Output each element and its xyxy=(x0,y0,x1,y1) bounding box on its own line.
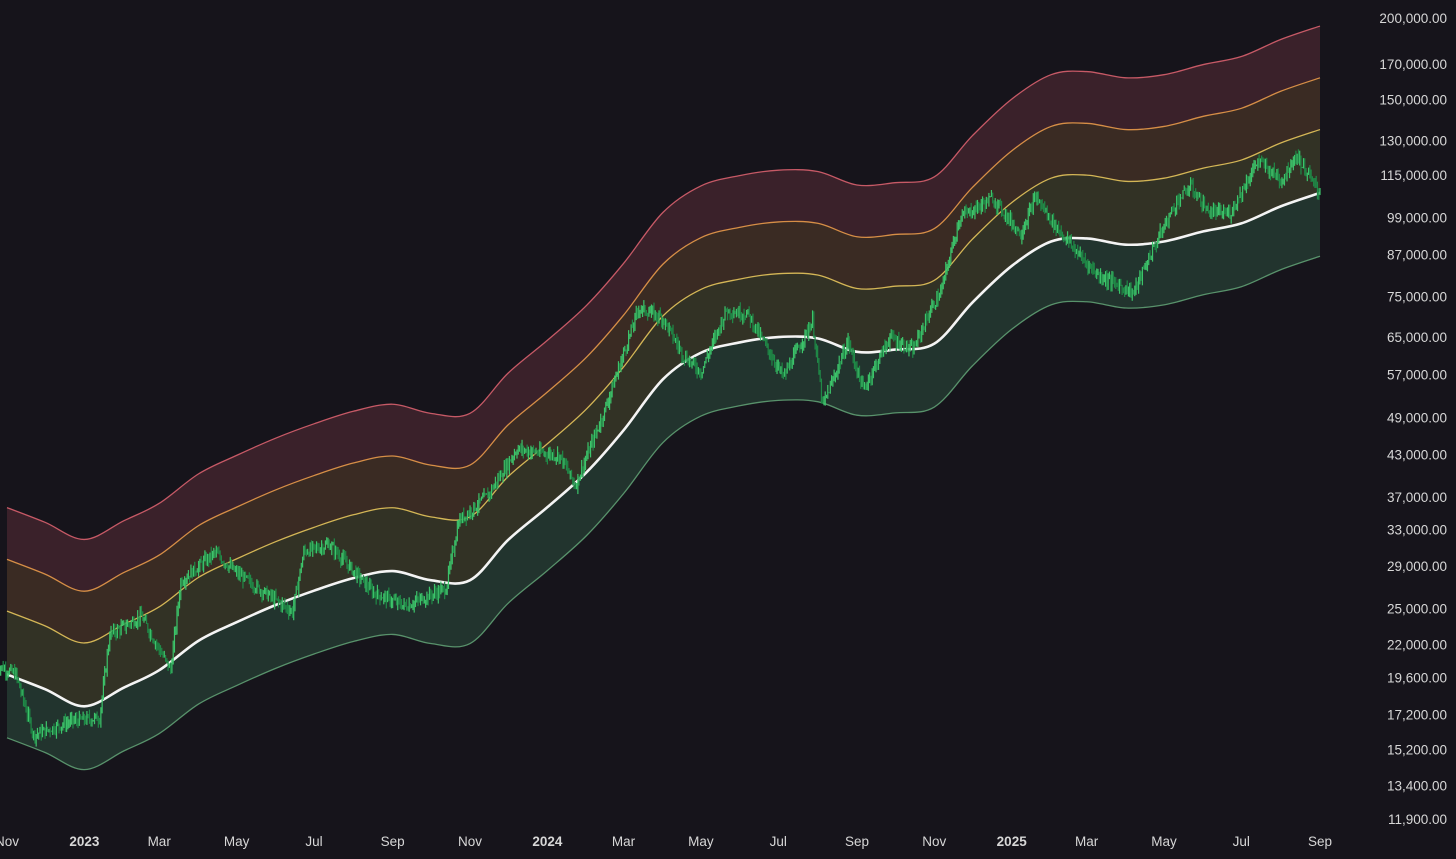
y-tick-label: 43,000.00 xyxy=(1387,447,1447,462)
y-tick-label: 75,000.00 xyxy=(1387,289,1447,304)
x-tick-label: Mar xyxy=(148,834,172,849)
y-tick-label: 13,400.00 xyxy=(1387,778,1447,793)
y-tick-label: 87,000.00 xyxy=(1387,247,1447,262)
y-tick-label: 37,000.00 xyxy=(1387,490,1447,505)
x-tick-label: Jul xyxy=(770,834,787,849)
y-tick-label: 200,000.00 xyxy=(1379,11,1447,26)
y-tick-label: 65,000.00 xyxy=(1387,330,1447,345)
band-line-0 xyxy=(6,255,1321,771)
y-tick-label: 33,000.00 xyxy=(1387,523,1447,538)
x-tick-label: May xyxy=(1151,834,1177,849)
x-tick-label: Mar xyxy=(612,834,636,849)
band-fill-2 xyxy=(7,77,1320,643)
y-tick-label: 22,000.00 xyxy=(1387,638,1447,653)
y-tick-label: 11,900.00 xyxy=(1388,812,1447,827)
x-tick-label: May xyxy=(224,834,250,849)
x-tick-label: Jul xyxy=(1233,834,1250,849)
x-tick-label: Sep xyxy=(845,834,869,849)
y-tick-label: 29,000.00 xyxy=(1387,559,1447,574)
y-tick-label: 99,000.00 xyxy=(1387,211,1447,226)
x-tick-label: Nov xyxy=(458,834,482,849)
y-tick-label: 49,000.00 xyxy=(1387,410,1447,425)
x-tick-label: 2023 xyxy=(69,834,100,849)
y-tick-label: 170,000.00 xyxy=(1379,57,1447,72)
price-series xyxy=(0,149,1321,747)
band-fill-3 xyxy=(7,26,1320,592)
x-tick-label: Mar xyxy=(1075,834,1099,849)
y-tick-label: 25,000.00 xyxy=(1387,601,1447,616)
y-tick-label: 57,000.00 xyxy=(1387,367,1447,382)
band-fill-1 xyxy=(7,129,1320,707)
y-tick-label: 115,000.00 xyxy=(1380,168,1447,183)
y-tick-label: 130,000.00 xyxy=(1379,133,1447,148)
y-tick-label: 15,200.00 xyxy=(1387,743,1447,758)
x-tick-label: Sep xyxy=(1308,834,1332,849)
x-tick-label: Sep xyxy=(381,834,405,849)
y-axis: 200,000.00 170,000.00 150,000.00 130,000.00… xyxy=(1379,11,1447,827)
band-fill-0 xyxy=(7,192,1320,770)
x-tick-label: Jul xyxy=(305,834,322,849)
x-tick-label: May xyxy=(688,834,714,849)
y-tick-label: 150,000.00 xyxy=(1379,93,1447,108)
x-tick-label: 2025 xyxy=(997,834,1028,849)
band-line-3 xyxy=(6,77,1321,592)
band-line-4 xyxy=(6,25,1321,541)
x-tick-label: Nov xyxy=(0,834,19,849)
y-tick-label: 17,200.00 xyxy=(1387,707,1447,722)
y-tick-label: 19,600.00 xyxy=(1387,670,1447,685)
x-tick-label: 2024 xyxy=(532,834,563,849)
band-line-base xyxy=(6,191,1321,708)
plot-area xyxy=(0,25,1321,771)
x-tick-label: Nov xyxy=(922,834,946,849)
x-axis: Nov 2023 Mar May Jul Sep Nov 2024 Mar May Jul Sep No… xyxy=(0,834,1332,849)
